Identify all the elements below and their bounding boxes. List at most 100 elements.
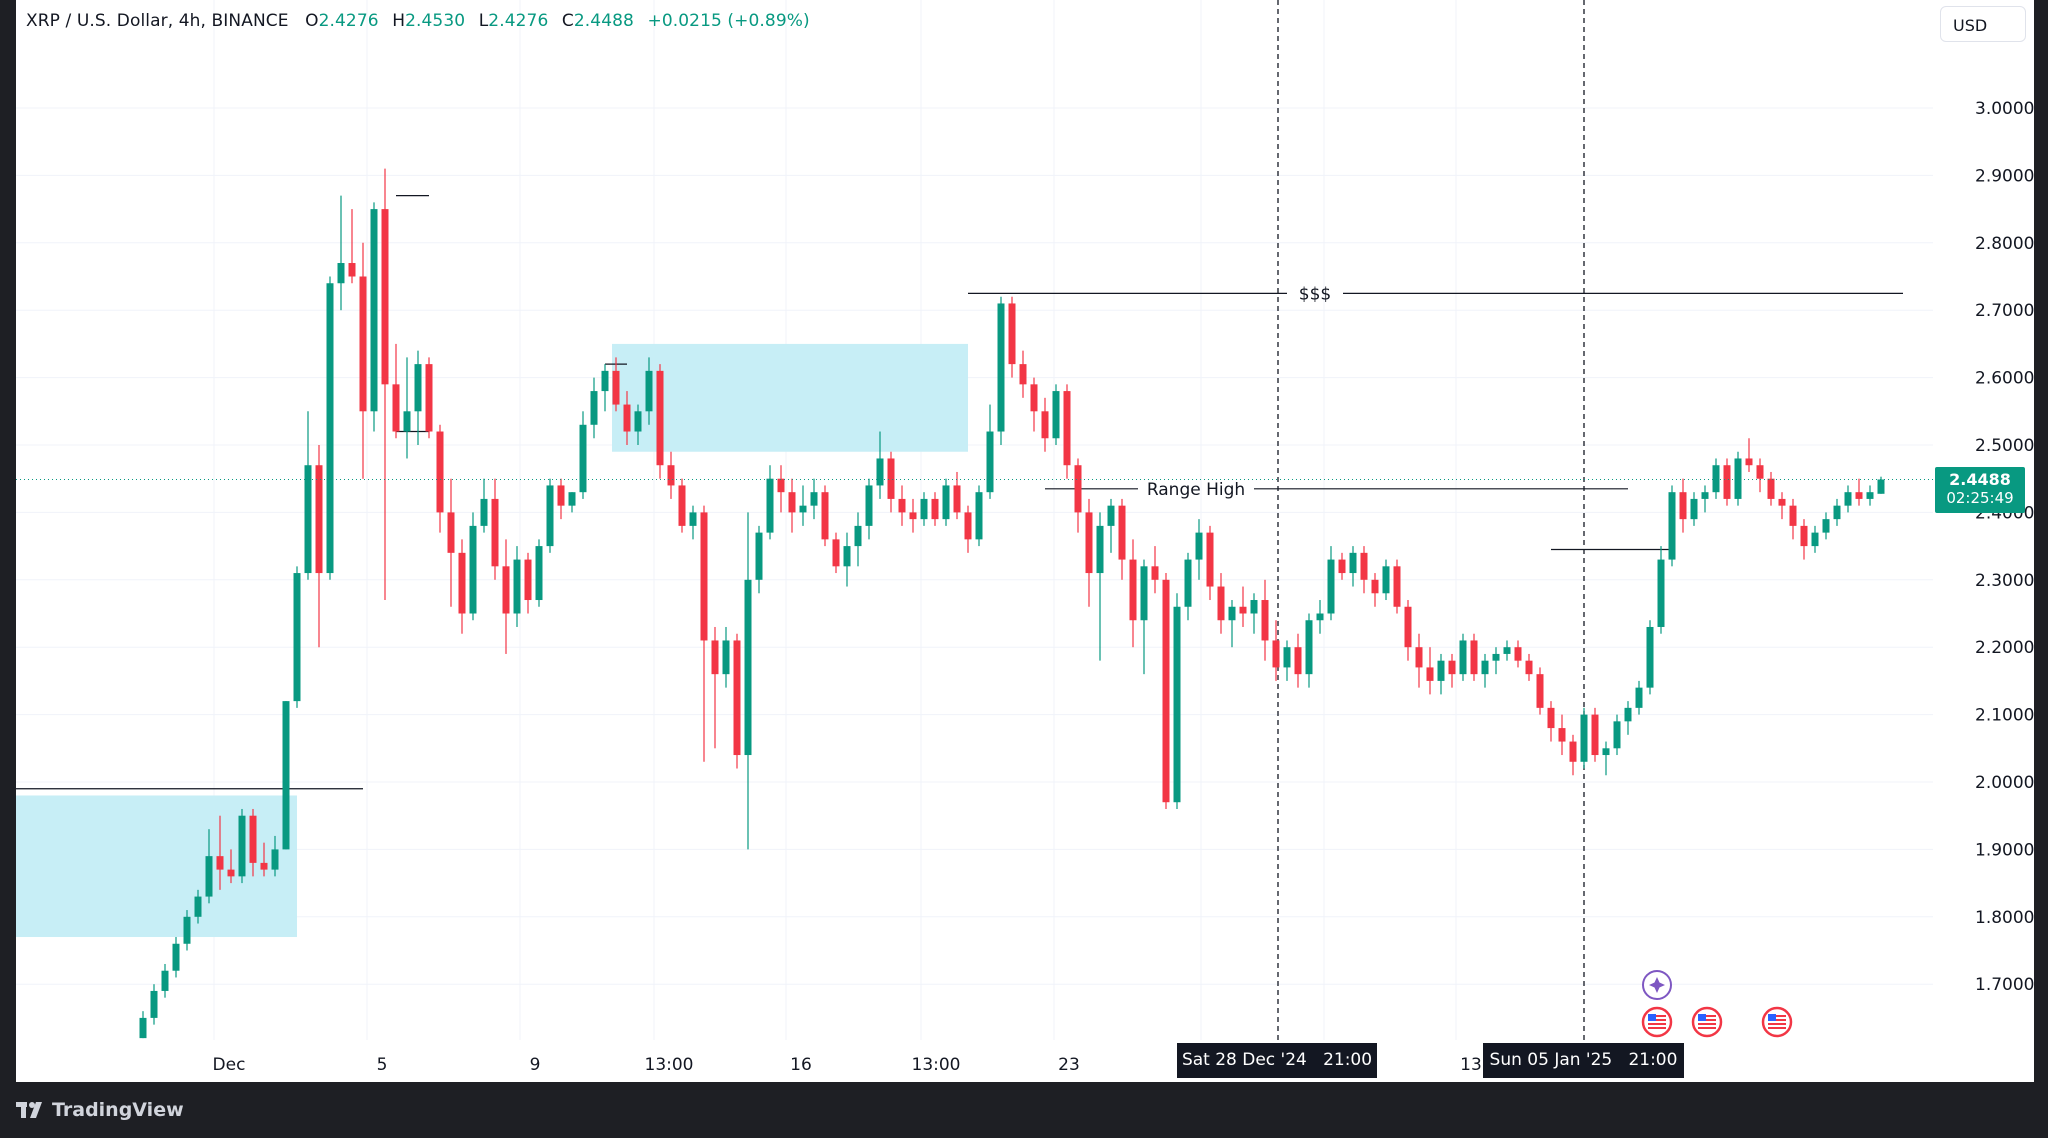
x-tick-label: 13:00	[645, 1055, 694, 1075]
last-price-value: 2.4488	[1949, 470, 2011, 489]
candle-up	[480, 498, 488, 526]
tradingview-logo[interactable]: TradingView	[16, 1099, 184, 1121]
sparkle-icon[interactable]	[1642, 970, 1672, 1000]
candle-down	[1767, 478, 1775, 499]
x-tick-label: 16	[790, 1055, 812, 1075]
candle-down	[777, 478, 785, 493]
candle-up	[975, 492, 983, 540]
candle-up	[326, 283, 334, 574]
us-flag-icon[interactable]	[1761, 1006, 1793, 1038]
candle-up	[854, 525, 862, 547]
crosshair-time-label-2: Sun 05 Jan '25 21:00	[1483, 1043, 1684, 1078]
x-tick-label: 23	[1058, 1055, 1080, 1075]
candle-up	[337, 263, 345, 284]
y-tick-label: 2.9000	[1975, 166, 2034, 186]
candle-up	[1107, 505, 1115, 526]
open-label: O	[305, 11, 319, 31]
candle-up	[579, 424, 587, 493]
candle-up	[1624, 707, 1632, 722]
candle-up	[1580, 714, 1588, 762]
candle-up	[139, 1017, 147, 1039]
currency-button[interactable]: USD	[1940, 6, 2026, 42]
candle-up	[1833, 505, 1841, 520]
candle-up	[997, 303, 1005, 432]
candle-up	[1635, 687, 1643, 708]
low-value: 2.4276	[488, 11, 549, 31]
candle-up	[238, 815, 246, 877]
candle-up	[1613, 721, 1621, 749]
candle-down	[1426, 667, 1434, 681]
candle-down	[909, 512, 917, 520]
candle-up	[766, 478, 774, 533]
price-chart[interactable]: 3.00002.90002.80002.70002.60002.50002.40…	[16, 0, 2034, 1082]
chart-panel[interactable]: 3.0000 2.9000 2.8000 2.7000 2.6000 2.5000 2.40…	[16, 0, 2034, 1082]
candle-down	[1217, 586, 1225, 621]
candle-up	[271, 849, 279, 870]
candle-down	[491, 498, 499, 567]
candle-down	[1162, 579, 1170, 803]
candle-up	[1690, 498, 1698, 520]
candle-down	[249, 815, 257, 863]
candle-up	[1382, 566, 1390, 594]
candle-up	[810, 492, 818, 506]
candle-up	[161, 970, 169, 991]
candle-down	[1151, 566, 1159, 580]
candle-up	[469, 525, 477, 614]
candle-up	[304, 465, 312, 574]
candle-down	[953, 485, 961, 513]
open-value: 2.4276	[318, 11, 379, 31]
tradingview-icon	[16, 1102, 42, 1118]
y-tick-label: 2.8000	[1975, 234, 2034, 254]
candle-up	[513, 559, 521, 614]
y-tick-label: 2.7000	[1975, 301, 2034, 321]
order-block-zone	[612, 343, 968, 452]
candle-down	[1415, 647, 1423, 668]
candle-up	[1481, 660, 1489, 675]
candle-down	[1855, 492, 1863, 499]
high-label: H	[392, 11, 406, 31]
us-flag-icon[interactable]	[1691, 1006, 1723, 1038]
candle-up	[920, 498, 928, 520]
candle-up	[1844, 492, 1852, 506]
y-tick-label: 2.1000	[1975, 706, 2034, 726]
candle-down	[1272, 640, 1280, 668]
candle-up	[1822, 519, 1830, 533]
candle-down	[623, 404, 631, 432]
candle-down	[1239, 606, 1247, 614]
candle-up	[722, 640, 730, 675]
candle-up	[1459, 640, 1467, 675]
candle-down	[1800, 525, 1808, 547]
candle-down	[1745, 458, 1753, 466]
candle-up	[183, 916, 191, 944]
candle-up	[986, 431, 994, 493]
candle-down	[1569, 741, 1577, 762]
symbol-legend: XRP / U.S. Dollar, 4h, BINANCE O2.4276 H…	[26, 11, 818, 31]
last-price-tag: 2.4488 02:25:49	[1935, 467, 2025, 513]
candle-down	[1536, 674, 1544, 708]
candle-up	[1096, 525, 1104, 574]
candle-up	[172, 943, 180, 971]
candle-up	[755, 532, 763, 580]
close-value: 2.4488	[573, 11, 634, 31]
candle-up	[293, 573, 301, 702]
candle-down	[1129, 559, 1137, 621]
change-value: +0.0215 (+0.89%)	[647, 11, 810, 31]
candle-down	[216, 856, 224, 870]
candle-up	[1305, 620, 1313, 675]
candle-down	[425, 364, 433, 432]
candle-down	[678, 485, 686, 526]
candle-down	[502, 566, 510, 614]
candle-down	[557, 485, 565, 506]
candle-up	[1349, 552, 1357, 574]
candle-up	[1283, 647, 1291, 668]
brand-name: TradingView	[52, 1099, 184, 1121]
level-label: Range High	[1147, 480, 1245, 500]
candle-up	[843, 546, 851, 567]
us-flag-icon[interactable]	[1641, 1006, 1673, 1038]
candle-down	[1063, 391, 1071, 466]
candle-down	[1118, 505, 1126, 560]
candle-up	[1866, 492, 1874, 499]
candle-down	[1338, 559, 1346, 574]
candle-down	[1448, 660, 1456, 675]
candle-down	[381, 209, 389, 385]
